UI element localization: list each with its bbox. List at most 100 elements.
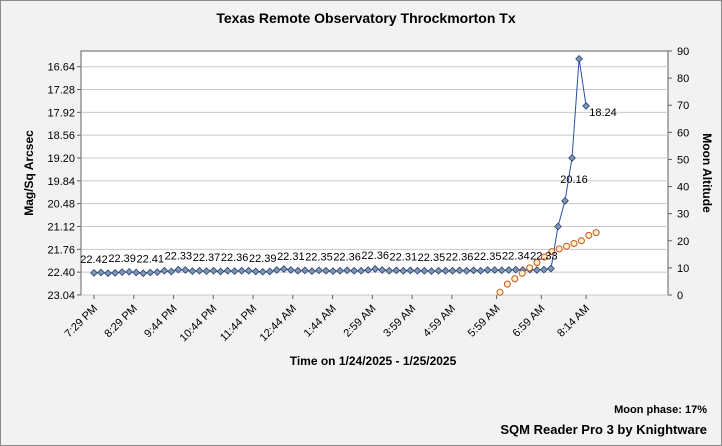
sky-brightness-point (315, 266, 323, 275)
sky-brightness-point (195, 266, 204, 275)
x-tick-label: 2:59 AM (341, 303, 378, 340)
left-axis-ticks: 16.64 17.28 17.92 18.56 19.20 19.84 20.48 21.12… (47, 62, 81, 302)
x-tick-label: 9:44 PM (142, 303, 179, 340)
sky-brightness-point (97, 268, 105, 277)
sky-brightness-point (427, 267, 436, 275)
right-tick-label: 90 (677, 46, 689, 58)
data-label: 22.41 (136, 254, 164, 266)
moon-altitude-point (570, 239, 578, 247)
left-axis-title: Mag/Sq Arcsec (22, 130, 36, 216)
sky-brightness-point (230, 267, 239, 275)
moon-altitude-point (526, 264, 534, 272)
sky-brightness-point (308, 267, 316, 275)
x-tick-label: 5:59 AM (466, 303, 503, 340)
x-tick-label: 8:14 AM (555, 303, 592, 340)
left-tick-label: 21.76 (47, 244, 75, 256)
data-label: 22.36 (446, 251, 474, 263)
sky-brightness-point (540, 265, 548, 274)
sky-brightness-point (455, 266, 464, 275)
right-tick-label: 20 (677, 236, 689, 248)
right-axis-ticks: 0 10 20 30 40 50 60 70 80 90 (668, 46, 689, 302)
sky-brightness-point (533, 266, 541, 274)
data-label: 22.36 (361, 250, 389, 262)
sky-brightness-point (237, 266, 246, 275)
sky-brightness-point (279, 265, 288, 273)
chart-title: Texas Remote Observatory Throckmorton Tx (216, 10, 515, 26)
sky-brightness-point (364, 266, 373, 274)
x-tick-label: 1:44 AM (302, 303, 339, 340)
sky-brightness-point (378, 266, 387, 274)
sky-brightness-point (329, 267, 337, 275)
data-label: 22.35 (418, 252, 446, 264)
sky-brightness-point (575, 54, 583, 63)
sky-brightness-point (568, 154, 576, 162)
x-tick-label: 6:59 AM (510, 303, 547, 340)
left-tick-label: 16.64 (47, 62, 75, 74)
sky-brightness-point (420, 266, 429, 275)
sky-brightness-point (336, 266, 344, 275)
sky-brightness-point (160, 266, 169, 275)
sky-brightness-point (406, 266, 415, 275)
moon-altitude-point (585, 231, 593, 239)
sky-brightness-point (448, 266, 457, 275)
sky-brightness-point (251, 267, 260, 276)
data-label: 22.35 (305, 251, 333, 263)
sky-brightness-point (469, 266, 478, 275)
sky-brightness-point (272, 266, 281, 274)
right-tick-label: 10 (677, 263, 689, 275)
sky-brightness-point (202, 267, 211, 275)
left-tick-label: 23.04 (47, 290, 75, 302)
sky-brightness-point (188, 267, 197, 275)
app-credit-text: SQM Reader Pro 3 by Knightware (500, 422, 707, 437)
moon-altitude-point (548, 248, 556, 256)
sky-brightness-point (497, 266, 506, 275)
sky-brightness-point (343, 266, 351, 275)
data-label: 22.33 (530, 251, 558, 263)
sky-brightness-point (104, 269, 112, 278)
sky-brightness-point (561, 196, 569, 205)
plot-area (80, 50, 669, 296)
right-tick-label: 40 (677, 182, 689, 194)
sky-brightness-point (582, 102, 590, 110)
left-tick-label: 21.12 (47, 222, 75, 234)
left-tick-label: 22.40 (47, 267, 75, 279)
sky-brightness-point (111, 269, 119, 277)
sky-brightness-point (547, 264, 555, 273)
data-label: 22.36 (333, 251, 361, 263)
data-label: 22.39 (108, 253, 136, 265)
data-label: 22.36 (221, 252, 249, 264)
data-label: 18.24 (589, 107, 617, 119)
left-tick-label: 17.92 (47, 107, 75, 119)
right-tick-label: 50 (677, 154, 689, 166)
data-label: 22.35 (474, 251, 502, 263)
moon-altitude-point (496, 288, 504, 296)
data-labels: 22.42 22.39 22.41 22.33 22.37 22.36 22.39 22.31… (80, 107, 617, 266)
sky-brightness-point (258, 267, 267, 276)
data-label: 22.31 (390, 252, 418, 264)
sky-brightness-point (118, 268, 126, 277)
left-tick-label: 17.28 (47, 85, 75, 97)
data-label: 22.37 (193, 252, 221, 264)
x-tick-label: 12:44 AM (258, 303, 299, 344)
moon-altitude-point (503, 280, 511, 288)
sky-brightness-point (476, 266, 485, 275)
moon-altitude-point (577, 237, 585, 245)
right-tick-label: 30 (677, 209, 689, 221)
sky-brightness-point (357, 266, 366, 275)
sky-brightness-point (90, 269, 98, 277)
data-label: 22.34 (502, 251, 530, 263)
moon-altitude-point (592, 229, 600, 237)
sky-brightness-point (462, 266, 471, 275)
moon-altitude-point (540, 253, 548, 261)
sky-brightness-point (350, 266, 358, 275)
sky-brightness-point (385, 266, 394, 275)
sky-brightness-point (167, 267, 176, 276)
sky-brightness-point (146, 268, 155, 277)
sky-brightness-point (399, 266, 408, 275)
sky-brightness-point (322, 266, 330, 275)
x-axis-title: Time on 1/24/2025 - 1/25/2025 (290, 354, 457, 368)
x-tick-label: 8:29 PM (102, 303, 139, 340)
left-tick-label: 19.20 (47, 153, 75, 165)
